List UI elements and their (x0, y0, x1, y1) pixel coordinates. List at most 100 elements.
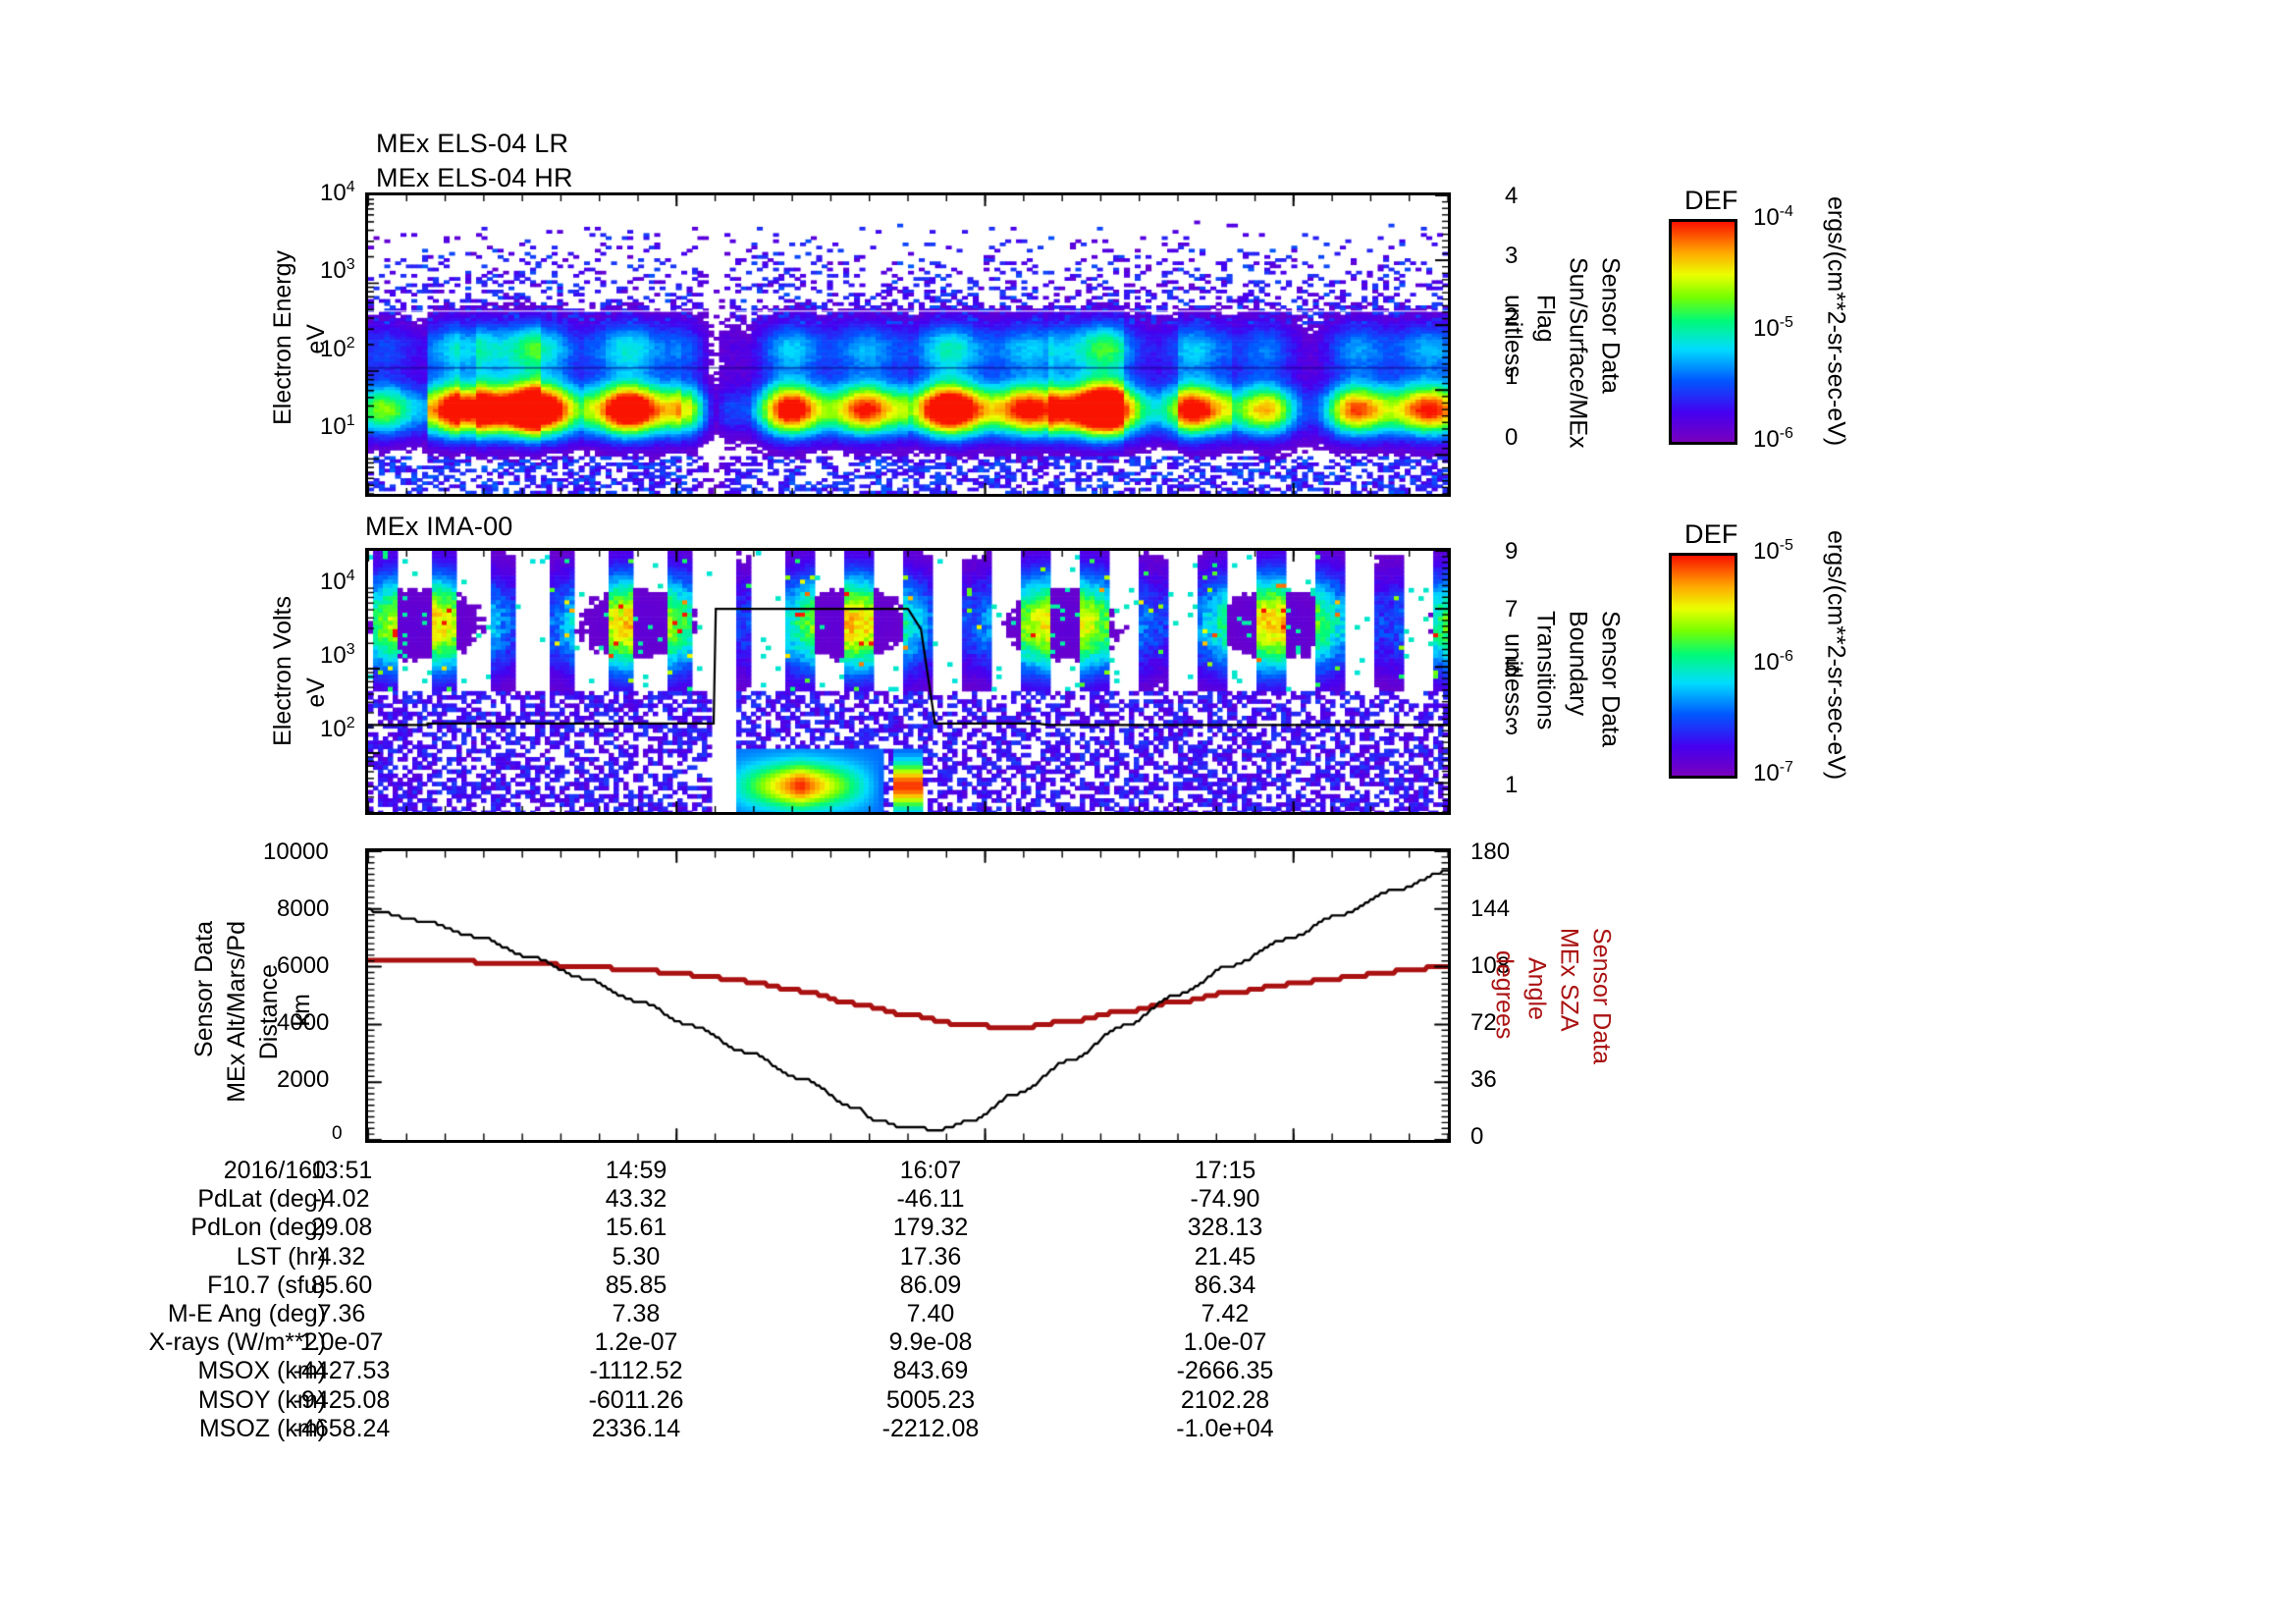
panel1-title-hr: MEx ELS-04 HR (376, 163, 573, 192)
panel1-right-tick-4: 4 (1505, 183, 1519, 209)
colorbar1 (1669, 219, 1737, 445)
panel1-title-lr: MEx ELS-04 LR (376, 129, 569, 158)
panel3-left-axis-label-line2: MEx Alt/Mars/Pd (223, 921, 250, 1103)
table-cell: 1.0e-07 (299, 1328, 384, 1357)
table-cell: -4658.24 (293, 1414, 391, 1442)
table-cell: -46.11 (896, 1185, 965, 1214)
table-cell: -4427.53 (293, 1357, 391, 1385)
table-cell: 17:15 (1194, 1157, 1256, 1184)
table-cell: 16:07 (899, 1157, 962, 1184)
panel2-left-axis-label-line1: Electron Volts (269, 596, 296, 746)
table-cell: 15.61 (605, 1214, 667, 1242)
table-cell: 328.13 (1187, 1214, 1263, 1242)
panel1-right-tick-3: 3 (1505, 243, 1519, 269)
panel2-right-axis-label-line1: Sensor Data (1596, 611, 1625, 747)
table-row-label: X-rays (W/m**2) (148, 1328, 326, 1357)
panel2-right-axis-label-line4: unitless (1499, 633, 1527, 717)
table-cell: 7.42 (1201, 1300, 1250, 1327)
table-cell: 7.40 (906, 1300, 955, 1327)
panel2-spectrogram (365, 548, 1451, 815)
panel2-right-axis-label-line2: Boundary (1564, 611, 1592, 717)
table-row-label: M-E Ang (deg) (167, 1300, 326, 1327)
table-cell: 1.0e-07 (1183, 1328, 1267, 1357)
table-row-label: 2016/160 (223, 1157, 326, 1184)
table-row-label: MSOX (km) (197, 1357, 326, 1385)
panel3-right-tick-180: 180 (1470, 839, 1511, 865)
panel3-ytick-2000: 2000 (277, 1066, 330, 1093)
panel1-left-axis-label-line1: Electron Energy (269, 250, 296, 425)
panel1-right-axis-label-line1: Sensor Data (1596, 257, 1625, 394)
panel1-right-axis-label-line3: Flag (1531, 295, 1560, 343)
table-cell: 1.2e-07 (594, 1328, 678, 1357)
panel3-right-tick-108: 108 (1470, 952, 1511, 979)
panel2-right-tick-3: 3 (1505, 714, 1519, 740)
colorbar2-title: DEF (1684, 519, 1738, 549)
table-cell: 843.69 (892, 1357, 969, 1385)
panel3-right-axis-label-line4: degrees (1490, 950, 1519, 1040)
panel3-right-axis-label-line2: MEx SZA (1555, 928, 1583, 1032)
panel1-left-axis-label: Electron Energy (269, 250, 296, 425)
table-cell: 13:51 (310, 1157, 373, 1184)
colorbar2-unit-label: ergs/(cm**2-sr-sec-eV) (1822, 530, 1850, 781)
panel3-ytick-0: 0 (332, 1123, 343, 1144)
table-row-label: MSOY (km) (197, 1385, 326, 1414)
panel3-right-tick-72: 72 (1470, 1009, 1497, 1036)
colorbar2-bottom-label: 10-7 (1753, 759, 1793, 786)
colorbar1-unit-label: ergs/(cm**2-sr-sec-eV) (1822, 196, 1850, 447)
table-row-label: PdLon (deg) (190, 1214, 326, 1242)
panel1-ytick-1e1: 101 (320, 412, 355, 440)
table-row-label: PdLat (deg) (197, 1185, 326, 1214)
panel1-right-tick-0: 0 (1505, 424, 1519, 451)
table-cell: 7.38 (612, 1300, 661, 1327)
panel3-right-tick-36: 36 (1470, 1066, 1497, 1093)
panel1-ytick-1e2: 102 (320, 335, 355, 362)
panel3-right-tick-144: 144 (1470, 895, 1511, 922)
table-cell: -4.02 (313, 1185, 370, 1214)
table-cell: 85.85 (605, 1271, 667, 1299)
panel2-ytick-1e2: 102 (320, 715, 355, 742)
colorbar2-mid-label: 10-6 (1753, 648, 1793, 676)
table-cell: 14:59 (605, 1157, 667, 1184)
panel1-ytick-1e3: 103 (320, 256, 355, 284)
colorbar1-mid-label: 10-5 (1753, 314, 1793, 342)
panel1-right-axis-label-line2: Sun/Surface/MEx (1564, 257, 1592, 449)
colorbar1-title: DEF (1684, 186, 1738, 215)
panel2-title: MEx IMA-00 (365, 512, 513, 541)
colorbar1-bottom-label: 10-6 (1753, 425, 1793, 453)
panel3-left-axis-label-line1: Sensor Data (190, 921, 218, 1057)
table-cell: 2336.14 (591, 1414, 681, 1442)
panel3-right-axis-label-line1: Sensor Data (1587, 928, 1616, 1064)
panel3-ytick-8000: 8000 (277, 895, 330, 922)
table-cell: 5005.23 (885, 1385, 976, 1414)
panel3-right-tick-0: 0 (1470, 1123, 1484, 1150)
panel2-ytick-1e4: 104 (320, 568, 355, 595)
table-cell: -74.90 (1190, 1185, 1260, 1214)
panel2-right-tick-7: 7 (1505, 596, 1519, 622)
table-cell: -1.0e+04 (1176, 1414, 1274, 1442)
table-cell: 179.32 (892, 1214, 969, 1242)
table-cell: 85.60 (310, 1271, 373, 1299)
panel1-right-tick-1: 1 (1505, 363, 1519, 390)
panel3-lineplot (365, 848, 1451, 1143)
colorbar1-top-label: 10-4 (1753, 203, 1793, 231)
table-cell: -6011.26 (588, 1385, 684, 1414)
bottom-data-table: 2016/160 13:51 14:59 16:07 17:15 PdLat (deg) -… (0, 1157, 1472, 1443)
table-cell: 5.30 (612, 1242, 661, 1271)
table-cell: -1112.52 (589, 1357, 683, 1385)
panel1-ytick-1e4: 104 (320, 179, 355, 206)
panel2-right-axis-label-line3: Transitions (1531, 611, 1560, 730)
colorbar2-top-label: 10-5 (1753, 537, 1793, 565)
panel1-right-axis-label-line4: unitless (1499, 295, 1527, 378)
panel1-spectrogram (365, 192, 1451, 497)
colorbar2 (1669, 553, 1737, 779)
panel2-right-tick-5: 5 (1505, 655, 1519, 681)
table-row-label: LST (hr) (236, 1242, 326, 1271)
table-cell: 29.08 (310, 1214, 373, 1242)
panel2-left-axis-label-line2: eV (302, 677, 330, 708)
panel2-ytick-1e3: 103 (320, 641, 355, 669)
table-cell: 4.32 (317, 1242, 366, 1271)
panel1-right-tick-2: 2 (1505, 303, 1519, 330)
table-cell: -2666.35 (1176, 1357, 1274, 1385)
table-cell: 7.36 (317, 1300, 366, 1327)
